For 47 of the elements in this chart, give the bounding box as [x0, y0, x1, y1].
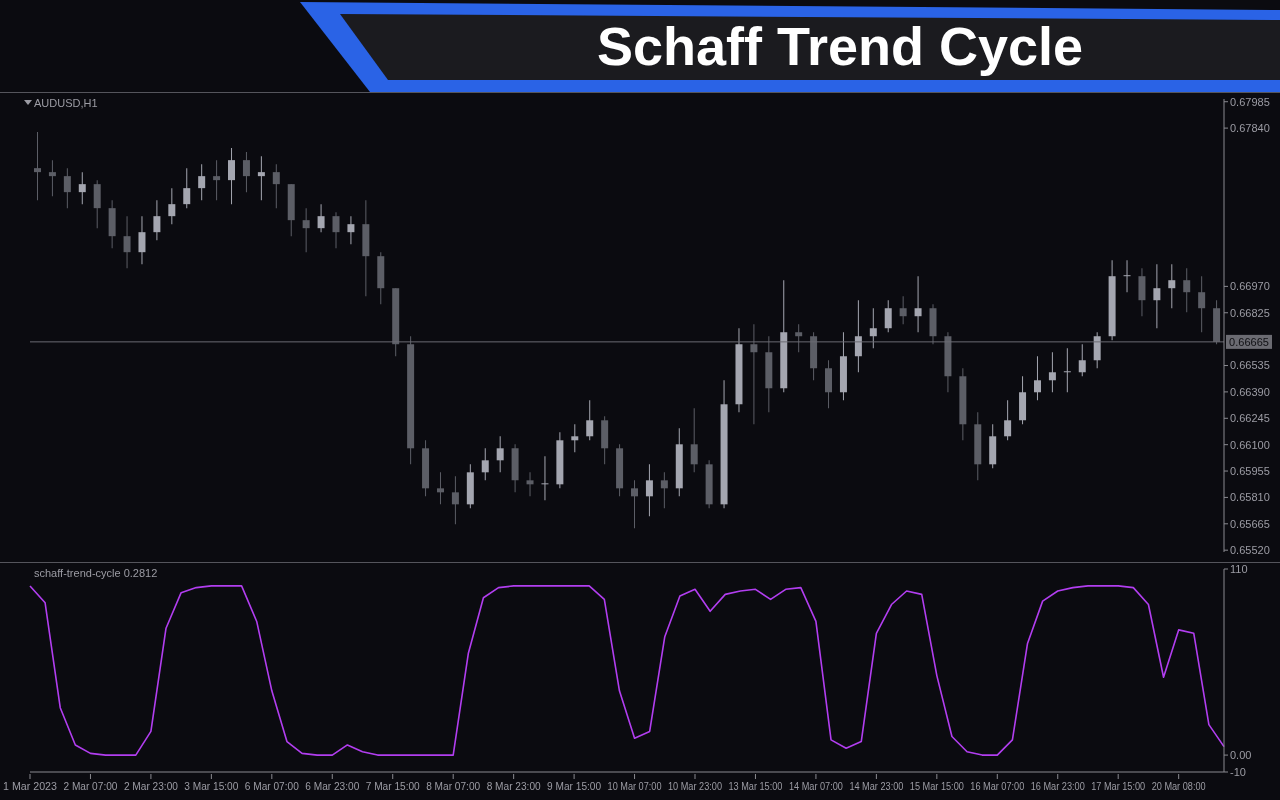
candlestick [541, 456, 549, 501]
y-tick-label: 0.66390 [1230, 385, 1270, 398]
y-tick-label: 0.65810 [1230, 491, 1270, 504]
chart-title: schaff-trend-cycle 0.2812 [34, 567, 158, 579]
candlestick [213, 160, 221, 201]
x-tick-label: 15 Mar 15:00 [909, 781, 969, 792]
x-tick-label: 16 Mar 23:00 [1030, 781, 1090, 792]
x-tick-label: 9 Mar 15:00 [547, 781, 602, 792]
x-tick-label: 16 Mar 07:00 [970, 781, 1030, 792]
y-tick-label: 0.66100 [1230, 438, 1270, 451]
x-tick-label: 8 Mar 23:00 [486, 781, 542, 792]
x-tick-label: 6 Mar 23:00 [305, 781, 360, 792]
x-tick-label: 20 Mar 08:00 [1151, 781, 1211, 792]
y-tick-label: 0.65955 [1230, 464, 1270, 477]
x-tick-label: 1 Mar 2023 [3, 781, 58, 792]
y-tick-label: 0.65665 [1230, 517, 1270, 530]
x-tick-label: 3 Mar 15:00 [184, 781, 239, 792]
x-tick-label: 14 Mar 07:00 [788, 781, 848, 792]
line-series [29, 585, 1225, 756]
y-tick-label: 0.66535 [1230, 359, 1270, 372]
y-tick-label: 0.67840 [1230, 122, 1270, 135]
x-tick-label: 17 Mar 15:00 [1091, 781, 1151, 792]
y-tick-label: 0.00 [1230, 748, 1252, 761]
x-tick-label: 7 Mar 15:00 [365, 781, 421, 792]
x-tick-label: 13 Mar 15:00 [728, 781, 788, 792]
y-tick-label: 0.67985 [1230, 95, 1270, 108]
candlestick [1123, 260, 1131, 293]
x-tick-label: 14 Mar 23:00 [849, 781, 909, 792]
candlestick [750, 324, 758, 425]
x-tick-label: 6 Mar 07:00 [244, 781, 300, 792]
chart-title: Schaff Trend Cycle [595, 15, 1085, 78]
x-tick-label: 10 Mar 23:00 [668, 781, 727, 792]
candlestick [1063, 348, 1071, 393]
y-tick-label: 0.66970 [1230, 280, 1270, 293]
y-tick-label: -10 [1230, 765, 1246, 778]
candlestick [257, 156, 265, 201]
x-tick-label: 8 Mar 07:00 [426, 781, 481, 792]
y-tick-label: 0.66245 [1230, 412, 1270, 425]
y-tick-label: 0.65520 [1230, 544, 1270, 557]
y-tick-label: 110 [1230, 562, 1248, 575]
x-tick-label: 2 Mar 23:00 [123, 781, 179, 792]
y-tick-label: 0.66825 [1230, 306, 1270, 319]
candlestick [34, 132, 41, 201]
ref-line-label: 0.66665 [1229, 335, 1269, 348]
chart-subtitle: AUDUSD,H1 [34, 97, 98, 109]
x-tick-label: 2 Mar 07:00 [63, 781, 118, 792]
x-tick-label: 10 Mar 07:00 [607, 781, 667, 792]
